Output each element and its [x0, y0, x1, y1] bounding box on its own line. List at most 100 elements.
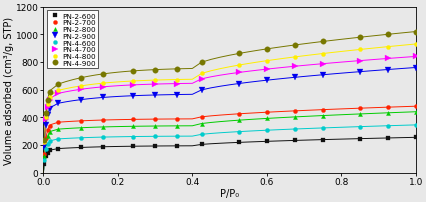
PN-4-600 — [175, 135, 180, 138]
PN-4-900 — [175, 68, 180, 71]
PN-2-600 — [291, 140, 296, 142]
PN-2-700 — [384, 106, 389, 109]
PN-4-800 — [199, 73, 204, 75]
PN-2-700 — [236, 113, 241, 116]
PN-4-800 — [45, 104, 50, 106]
PN-4-700 — [42, 142, 47, 145]
PN-2-600 — [357, 138, 362, 140]
PN-2-900 — [357, 71, 362, 74]
PN-4-800 — [264, 60, 269, 63]
PN-2-900 — [42, 146, 47, 148]
PN-2-700 — [42, 153, 47, 155]
PN-2-600 — [175, 145, 180, 147]
PN-4-900 — [412, 31, 417, 34]
PN-4-900 — [43, 112, 49, 115]
PN-2-800 — [45, 135, 50, 138]
PN-2-600 — [42, 163, 47, 165]
PN-2-900 — [175, 94, 180, 96]
Line: PN-4-900: PN-4-900 — [42, 30, 417, 143]
X-axis label: P/P₀: P/P₀ — [219, 188, 239, 198]
PN-2-900 — [199, 89, 204, 92]
PN-2-600 — [43, 155, 49, 158]
PN-2-900 — [291, 77, 296, 79]
PN-4-900 — [78, 77, 83, 80]
PN-4-800 — [357, 49, 362, 52]
PN-4-600 — [412, 124, 417, 126]
PN-4-800 — [47, 96, 52, 99]
PN-2-800 — [357, 113, 362, 116]
PN-4-600 — [56, 138, 61, 140]
PN-4-600 — [47, 140, 52, 143]
PN-4-900 — [56, 83, 61, 86]
PN-2-700 — [78, 120, 83, 122]
PN-2-600 — [47, 149, 52, 152]
PN-4-700 — [199, 78, 204, 81]
PN-2-800 — [43, 142, 49, 144]
PN-2-700 — [291, 110, 296, 113]
PN-2-700 — [412, 105, 417, 108]
PN-4-700 — [45, 106, 50, 108]
PN-4-700 — [47, 99, 52, 101]
PN-4-700 — [236, 72, 241, 74]
PN-2-900 — [43, 125, 49, 127]
PN-4-900 — [264, 48, 269, 51]
PN-2-600 — [45, 152, 50, 154]
PN-4-900 — [42, 139, 47, 142]
PN-2-700 — [43, 137, 49, 139]
PN-2-800 — [152, 125, 157, 128]
PN-2-600 — [412, 136, 417, 139]
PN-2-700 — [47, 125, 52, 127]
Y-axis label: Volume adsorbed (cm³/g, STP): Volume adsorbed (cm³/g, STP) — [4, 17, 14, 164]
Line: PN-2-900: PN-2-900 — [42, 65, 417, 150]
PN-2-700 — [45, 129, 50, 132]
PN-2-800 — [319, 115, 324, 117]
PN-4-700 — [100, 86, 105, 89]
PN-4-700 — [152, 83, 157, 86]
PN-4-600 — [78, 137, 83, 139]
PN-4-600 — [357, 126, 362, 128]
PN-2-900 — [100, 97, 105, 99]
PN-2-700 — [264, 112, 269, 114]
PN-2-800 — [130, 125, 135, 128]
PN-2-600 — [319, 139, 324, 141]
PN-2-900 — [56, 102, 61, 105]
PN-4-900 — [199, 62, 204, 64]
PN-2-900 — [130, 95, 135, 97]
Legend: PN-2-600, PN-2-700, PN-2-800, PN-2-900, PN-4-600, PN-4-700, PN-4-800, PN-4-900: PN-2-600, PN-2-700, PN-2-800, PN-2-900, … — [47, 11, 98, 69]
PN-4-700 — [319, 63, 324, 66]
PN-4-900 — [319, 41, 324, 43]
PN-2-600 — [199, 143, 204, 146]
PN-2-800 — [42, 155, 47, 158]
PN-4-800 — [412, 44, 417, 46]
PN-2-600 — [236, 141, 241, 144]
PN-4-900 — [45, 99, 50, 101]
PN-2-700 — [56, 121, 61, 124]
PN-2-800 — [47, 131, 52, 134]
PN-4-800 — [384, 46, 389, 49]
PN-4-600 — [45, 143, 50, 146]
PN-2-800 — [100, 126, 105, 128]
PN-4-800 — [100, 82, 105, 85]
PN-2-700 — [130, 119, 135, 121]
PN-4-600 — [130, 136, 135, 138]
PN-4-700 — [78, 89, 83, 91]
Line: PN-2-700: PN-2-700 — [42, 105, 417, 156]
PN-2-600 — [130, 145, 135, 148]
PN-2-800 — [56, 128, 61, 131]
PN-4-900 — [357, 37, 362, 39]
PN-2-800 — [175, 125, 180, 127]
Line: PN-4-700: PN-4-700 — [42, 54, 417, 146]
PN-2-700 — [175, 118, 180, 121]
PN-2-700 — [357, 107, 362, 110]
PN-2-900 — [384, 69, 389, 71]
PN-4-700 — [130, 84, 135, 87]
PN-4-800 — [56, 90, 61, 92]
PN-4-600 — [199, 134, 204, 136]
PN-2-800 — [291, 116, 296, 119]
PN-4-600 — [384, 125, 389, 127]
PN-2-600 — [264, 140, 269, 143]
PN-4-700 — [291, 66, 296, 68]
PN-4-900 — [291, 45, 296, 47]
PN-2-800 — [384, 112, 389, 115]
PN-2-600 — [56, 148, 61, 150]
